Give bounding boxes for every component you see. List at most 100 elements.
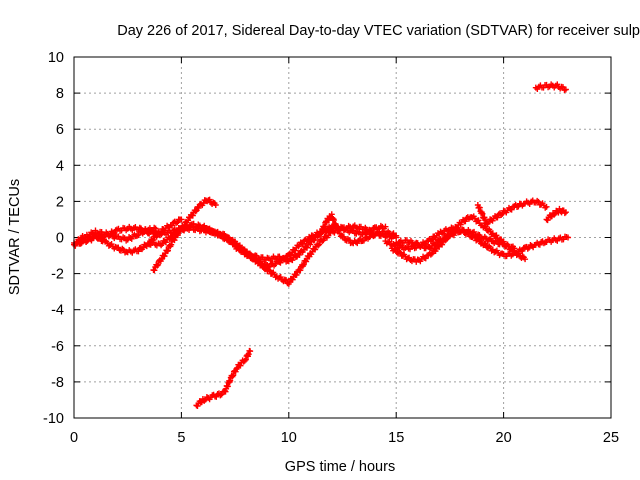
data-point bbox=[237, 362, 244, 369]
data-point bbox=[206, 196, 213, 203]
data-point bbox=[316, 241, 323, 248]
data-point bbox=[482, 241, 489, 248]
data-point bbox=[195, 205, 202, 212]
data-point bbox=[360, 237, 367, 244]
data-point bbox=[239, 247, 246, 254]
series-track-n bbox=[532, 81, 569, 94]
data-point bbox=[161, 253, 168, 260]
data-point bbox=[336, 227, 343, 234]
data-point bbox=[289, 276, 296, 283]
series-track-c bbox=[75, 224, 159, 244]
data-points bbox=[71, 81, 572, 410]
data-point bbox=[300, 261, 307, 268]
data-point bbox=[320, 224, 327, 231]
data-point bbox=[562, 86, 569, 93]
data-point bbox=[304, 244, 311, 251]
data-point bbox=[164, 247, 171, 254]
data-point bbox=[297, 267, 304, 274]
x-tick-label: 20 bbox=[496, 430, 512, 446]
data-point bbox=[194, 403, 201, 410]
data-point bbox=[135, 248, 142, 255]
x-tick-label: 10 bbox=[281, 430, 297, 446]
data-point bbox=[432, 242, 439, 249]
data-point bbox=[397, 249, 404, 256]
data-point bbox=[562, 209, 569, 216]
data-point bbox=[429, 250, 435, 257]
data-point bbox=[519, 247, 526, 254]
data-point bbox=[151, 267, 158, 274]
data-point bbox=[241, 357, 248, 364]
data-point bbox=[247, 348, 254, 355]
data-point bbox=[168, 241, 175, 248]
data-point bbox=[319, 238, 326, 245]
y-tick-label: 8 bbox=[56, 86, 64, 102]
data-point bbox=[311, 236, 318, 243]
data-point bbox=[235, 244, 242, 251]
data-point bbox=[97, 234, 104, 241]
data-point bbox=[135, 232, 142, 239]
data-point bbox=[158, 256, 165, 263]
series-track-k bbox=[393, 226, 518, 252]
data-point bbox=[429, 236, 435, 243]
data-point bbox=[173, 231, 180, 238]
data-point bbox=[493, 232, 500, 239]
data-point bbox=[476, 232, 483, 239]
data-point bbox=[475, 217, 482, 224]
x-tick-label: 0 bbox=[70, 430, 78, 446]
x-tick-label: 5 bbox=[177, 430, 185, 446]
data-point bbox=[226, 234, 233, 241]
data-point bbox=[221, 231, 228, 238]
y-tick-label: 4 bbox=[56, 158, 64, 174]
y-tick-label: -2 bbox=[51, 267, 64, 283]
data-point bbox=[494, 214, 501, 221]
data-point bbox=[543, 203, 550, 210]
y-tick-label: 0 bbox=[56, 231, 64, 247]
data-point bbox=[511, 245, 518, 252]
x-tick-label: 25 bbox=[603, 430, 619, 446]
y-tick-label: -8 bbox=[51, 375, 64, 391]
data-point bbox=[307, 241, 314, 248]
data-point bbox=[516, 250, 523, 257]
data-point bbox=[266, 267, 273, 274]
y-tick-label: 10 bbox=[48, 50, 64, 66]
series-track-o bbox=[193, 347, 254, 410]
data-point bbox=[315, 242, 322, 249]
data-point bbox=[382, 223, 389, 230]
data-point bbox=[283, 277, 290, 284]
data-point bbox=[565, 234, 572, 241]
data-point bbox=[189, 212, 196, 219]
data-point bbox=[230, 372, 237, 379]
series-track-m bbox=[543, 205, 569, 224]
plot-frame bbox=[73, 56, 612, 419]
data-point bbox=[154, 262, 161, 269]
data-point bbox=[318, 229, 325, 236]
data-point bbox=[392, 246, 399, 253]
data-point bbox=[293, 271, 300, 278]
y-tick-label: 2 bbox=[56, 194, 64, 210]
y-tick-label: -4 bbox=[51, 303, 64, 319]
data-point bbox=[212, 202, 219, 209]
y-tick-label: -6 bbox=[51, 339, 64, 355]
data-point bbox=[312, 246, 319, 253]
data-point bbox=[192, 208, 199, 215]
data-point bbox=[152, 225, 159, 232]
data-point bbox=[396, 248, 403, 255]
x-axis-label: GPS time / hours bbox=[285, 459, 395, 475]
data-point bbox=[178, 216, 185, 223]
y-tick-label: 6 bbox=[56, 122, 64, 138]
data-point bbox=[427, 251, 434, 258]
data-point bbox=[321, 223, 328, 230]
series-track-h bbox=[318, 211, 400, 247]
data-point bbox=[320, 237, 327, 244]
series-track-l bbox=[474, 197, 550, 227]
data-point bbox=[265, 266, 272, 273]
data-point bbox=[561, 210, 568, 217]
chart-title: Day 226 of 2017, Sidereal Day-to-day VTE… bbox=[117, 23, 640, 39]
data-point bbox=[155, 261, 162, 268]
data-point bbox=[522, 256, 529, 263]
data-point bbox=[440, 237, 447, 244]
y-axis-label: SDTVAR / TECUs bbox=[7, 179, 23, 295]
data-point bbox=[340, 233, 347, 240]
data-point bbox=[300, 240, 307, 247]
